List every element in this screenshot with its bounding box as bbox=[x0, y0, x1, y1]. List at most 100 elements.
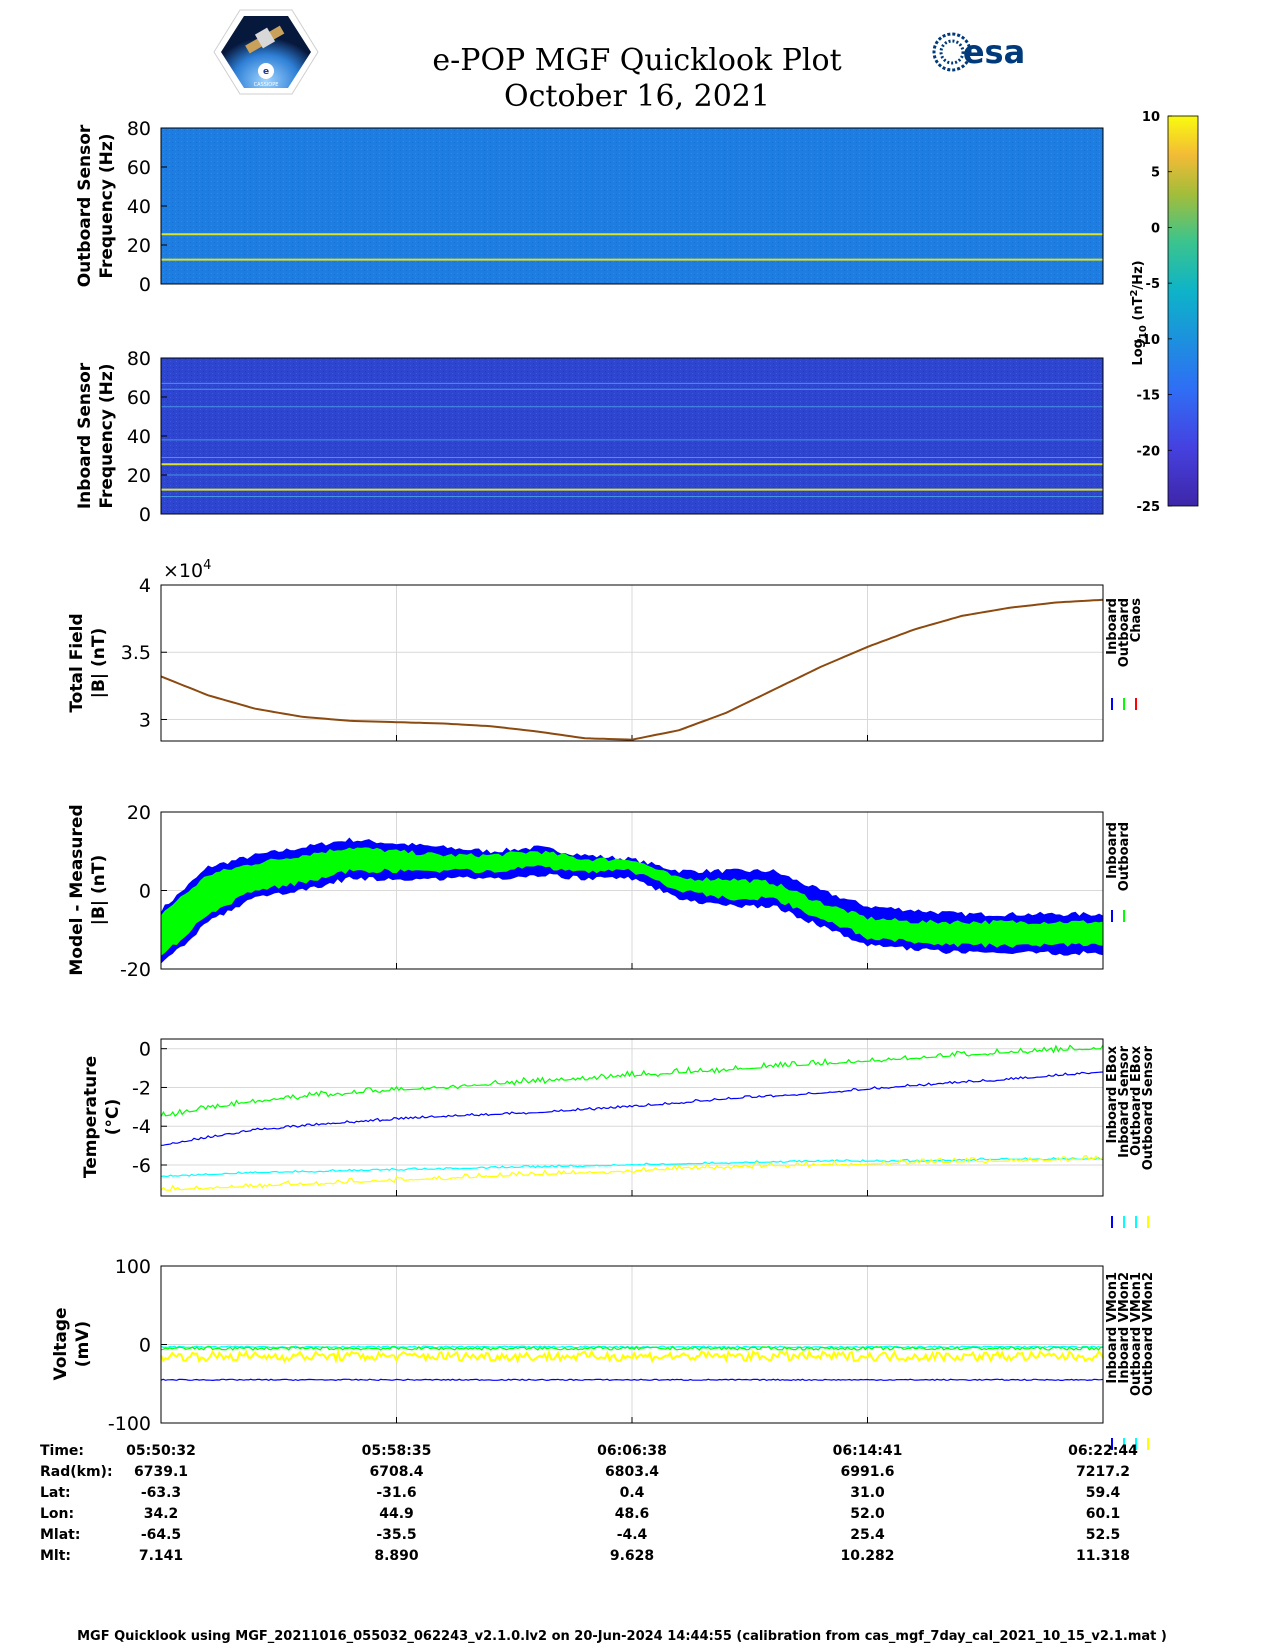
ephemeris-row-label: Lat: bbox=[40, 1485, 71, 1501]
svg-text:e: e bbox=[263, 67, 269, 77]
colorbar-tick-label: -20 bbox=[1137, 444, 1161, 459]
y-tick-label: 3 bbox=[139, 709, 151, 731]
ephemeris-row-label: Rad(km): bbox=[40, 1464, 113, 1480]
y-tick-label: -20 bbox=[120, 959, 151, 981]
series-line-inboard-ebox bbox=[160, 1044, 1104, 1117]
series-line-inboard-vmon2 bbox=[160, 1345, 1104, 1351]
y-tick-label: 100 bbox=[115, 1256, 151, 1278]
inboard-spectrogram bbox=[161, 358, 1103, 514]
ephemeris-cell: 34.2 bbox=[144, 1506, 179, 1522]
esa-logo-text: esa bbox=[963, 33, 1025, 71]
outboard-spectrogram bbox=[161, 128, 1103, 284]
y-tick-label: 40 bbox=[127, 426, 151, 448]
outboard-ylabel-2: Frequency (Hz) bbox=[97, 133, 117, 278]
colorbar-tick-label: 10 bbox=[1142, 110, 1160, 125]
y-tick-label: 60 bbox=[127, 387, 151, 409]
y-tick-label: 40 bbox=[127, 196, 151, 218]
cassiope-logo: e CASSIOPE bbox=[213, 9, 319, 95]
series-line-outboard-ebox bbox=[160, 1156, 1104, 1178]
voltage-panel: 100 0 -100 Voltage (mV) Inboard VMon1Inboa… bbox=[51, 1256, 1156, 1450]
ephemeris-cell: 06:22:44 bbox=[1068, 1443, 1138, 1459]
ephemeris-row-label: Mlt: bbox=[40, 1548, 71, 1564]
ephemeris-cell: 7217.2 bbox=[1076, 1464, 1130, 1480]
y-tick-label: 3.5 bbox=[121, 642, 151, 664]
series-line-inboard-vmon1 bbox=[160, 1378, 1104, 1382]
ephemeris-cell: 6708.4 bbox=[369, 1464, 423, 1480]
voltage-ylabel-1: Voltage bbox=[51, 1307, 71, 1380]
outboard-ylabel-1: Outboard Sensor bbox=[75, 124, 95, 287]
logo-left-text: CASSIOPE bbox=[254, 82, 279, 88]
y-tick-label: -6 bbox=[132, 1155, 151, 1177]
footer-text: MGF Quicklook using MGF_20211016_055032_… bbox=[77, 1629, 1167, 1644]
legend-label: Outboard VMon2 bbox=[1141, 1272, 1156, 1396]
legend-label: Chaos bbox=[1129, 598, 1144, 642]
ephemeris-cell: 05:50:32 bbox=[126, 1443, 196, 1459]
series-line-chaos bbox=[160, 598, 1104, 741]
colorbar-tick-label: -5 bbox=[1146, 277, 1160, 292]
legend-label: Inboard VMon2 bbox=[1117, 1272, 1132, 1384]
temperature-panel: 0 -2 -4 -6 Temperature (°C) Inboard EBoxInb… bbox=[81, 1038, 1156, 1228]
ephemeris-cell: 59.4 bbox=[1086, 1485, 1121, 1501]
ephemeris-cell: 11.318 bbox=[1076, 1548, 1130, 1564]
y-tick-label: 20 bbox=[127, 802, 151, 824]
series-line-outboard-vmon1 bbox=[160, 1345, 1104, 1349]
series-line-inboard-sensor bbox=[160, 1071, 1104, 1146]
y-tick-label: 0 bbox=[139, 1335, 151, 1357]
y-tick-label: 20 bbox=[127, 235, 151, 257]
temperature-ylabel-2: (°C) bbox=[103, 1099, 123, 1136]
ephemeris-cell: -64.5 bbox=[141, 1527, 181, 1543]
colorbar-tick-label: 0 bbox=[1151, 221, 1160, 236]
ephemeris-cell: -4.4 bbox=[617, 1527, 648, 1543]
ephemeris-cell: 7.141 bbox=[139, 1548, 183, 1564]
legend-label: Outboard bbox=[1117, 598, 1132, 667]
ephemeris-cell: 6739.1 bbox=[134, 1464, 188, 1480]
y-tick-label: 60 bbox=[127, 157, 151, 179]
model-measured-panel: 20 0 -20 Model - Measured |B| (nT) Inboard… bbox=[67, 802, 1132, 981]
series-line-outboard-vmon2 bbox=[160, 1347, 1104, 1364]
y-tick-label: -4 bbox=[132, 1116, 151, 1138]
y-tick-label: 80 bbox=[127, 118, 151, 140]
series-band-outboard bbox=[161, 847, 1103, 956]
legend-label: Inboard Sensor bbox=[1117, 1045, 1132, 1157]
series-line-outboard-sensor bbox=[160, 1155, 1104, 1191]
total-ylabel-2: |B| (nT) bbox=[89, 628, 109, 699]
ephemeris-row-label: Mlat: bbox=[40, 1527, 80, 1543]
colorbar-tick-label: -10 bbox=[1137, 333, 1161, 348]
colorbar-tick-label: -15 bbox=[1137, 389, 1161, 404]
ephemeris-cell: 10.282 bbox=[840, 1548, 894, 1564]
ephemeris-cell: -63.3 bbox=[141, 1485, 181, 1501]
ephemeris-cell: 25.4 bbox=[850, 1527, 885, 1543]
ephemeris-cell: 6803.4 bbox=[605, 1464, 659, 1480]
y-tick-label: 80 bbox=[127, 348, 151, 370]
y-tick-label: -2 bbox=[132, 1077, 151, 1099]
colorbar-label: Log10 (nT2/Hz) bbox=[1129, 260, 1149, 365]
y-tick-label: 0 bbox=[139, 274, 151, 296]
ephemeris-row-label: Lon: bbox=[40, 1506, 74, 1522]
y-tick-label: 0 bbox=[139, 881, 151, 903]
inboard-spectrogram-panel: 80 60 40 20 0 Inboard Sensor Frequency (Hz) bbox=[75, 348, 1104, 526]
ephemeris-row-label: Time: bbox=[40, 1443, 84, 1459]
ephemeris-cell: 31.0 bbox=[850, 1485, 885, 1501]
ephemeris-cell: 8.890 bbox=[374, 1548, 419, 1564]
ephemeris-cell: 48.6 bbox=[615, 1506, 650, 1522]
temperature-ylabel-1: Temperature bbox=[81, 1056, 101, 1178]
ephemeris-cell: 0.4 bbox=[620, 1485, 645, 1501]
model-ylabel-1: Model - Measured bbox=[67, 804, 87, 975]
ephemeris-cell: -31.6 bbox=[376, 1485, 416, 1501]
ephemeris-cell: 05:58:35 bbox=[362, 1443, 432, 1459]
ephemeris-cell: -35.5 bbox=[376, 1527, 416, 1543]
total-ylabel-1: Total Field bbox=[67, 613, 87, 712]
inboard-ylabel-1: Inboard Sensor bbox=[75, 362, 95, 509]
colorbar-tick-label: -25 bbox=[1137, 500, 1161, 515]
legend-label: Inboard VMon1 bbox=[1105, 1272, 1120, 1384]
colorbar: 10 5 0 -5 -10 -15 -20 -25 Log10 (nT2/Hz) bbox=[1129, 110, 1199, 515]
legend-label: Outboard VMon1 bbox=[1129, 1272, 1144, 1396]
y-tick-label: -100 bbox=[108, 1413, 151, 1435]
esa-logo: esa bbox=[932, 32, 1025, 72]
outboard-spectrogram-panel: 80 60 40 20 0 Outboard Sensor Frequency (Hz) bbox=[75, 118, 1104, 296]
ephemeris-cell: 60.1 bbox=[1086, 1506, 1121, 1522]
legend-label: Inboard bbox=[1105, 598, 1120, 655]
inboard-ylabel-2: Frequency (Hz) bbox=[97, 363, 117, 508]
colorbar-tick-label: 5 bbox=[1151, 166, 1160, 181]
